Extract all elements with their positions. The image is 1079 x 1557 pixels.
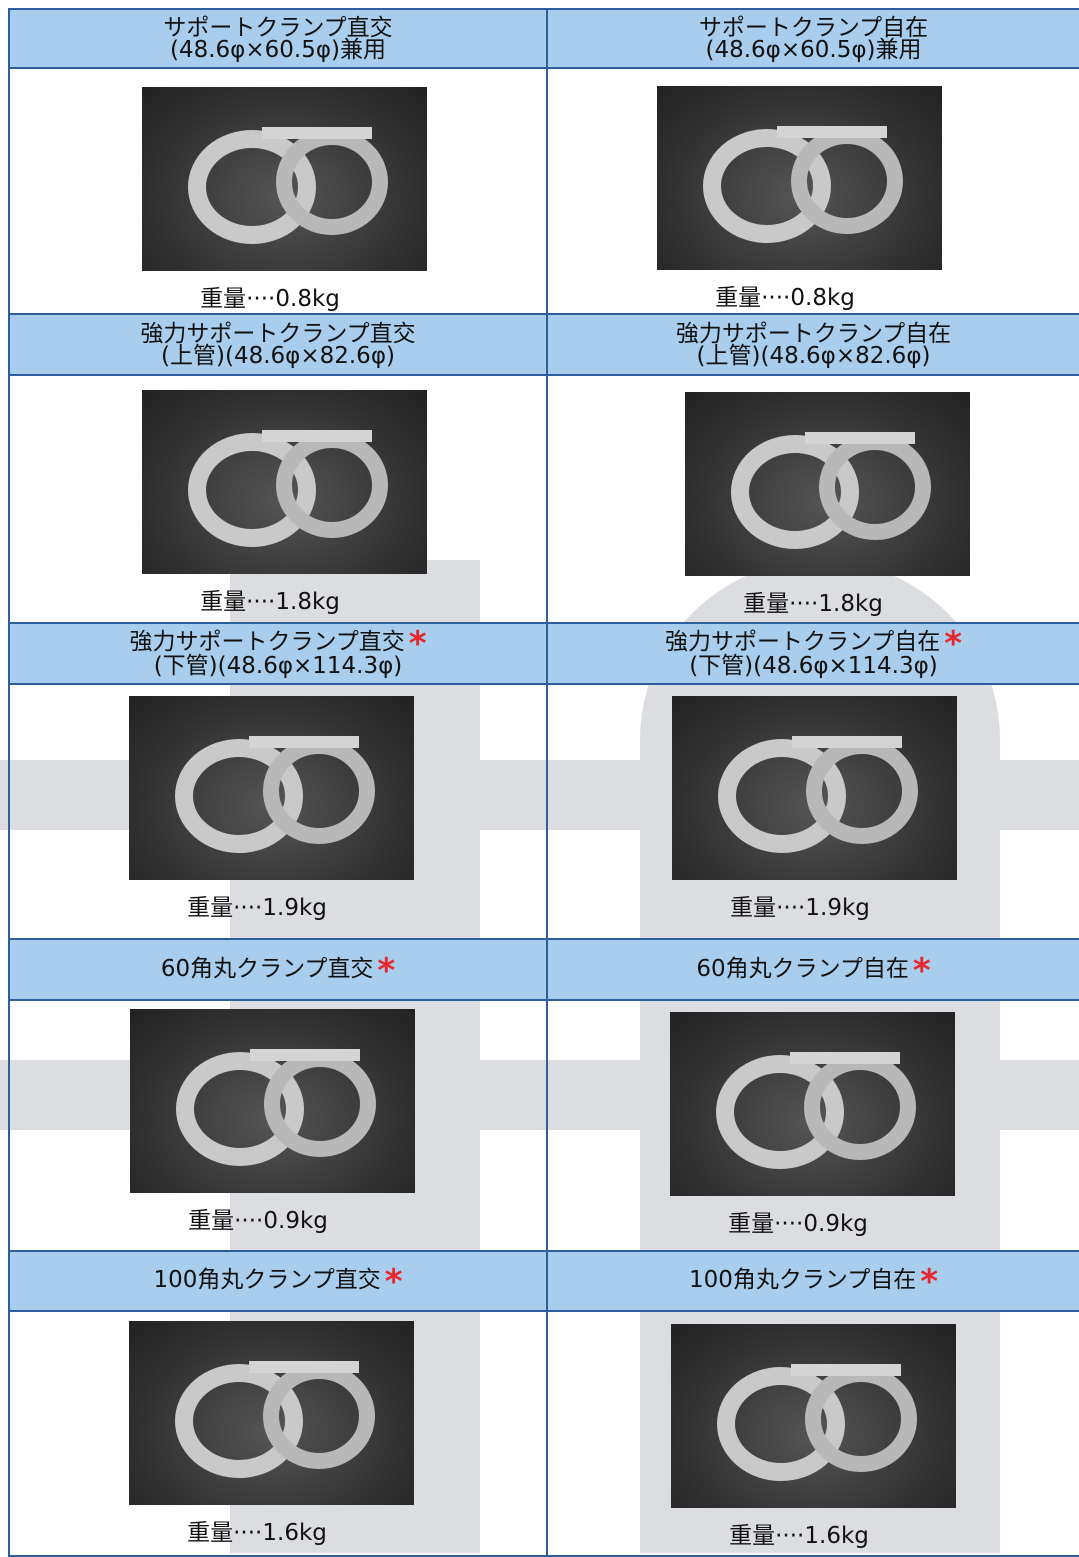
product-photo — [142, 87, 427, 271]
asterisk: * — [377, 950, 396, 991]
header-cell: 60角丸クランプ自在 * — [546, 938, 1079, 1001]
item-title: 100角丸クランプ直交 * — [153, 1262, 403, 1302]
clamp-sketch — [716, 1052, 916, 1169]
product-photo — [685, 392, 970, 576]
header-cell: サポートクランプ自在 (48.6φ×60.5φ)兼用 — [546, 8, 1079, 69]
clamp-sketch — [703, 126, 903, 243]
weight-label: 重量····1.9kg — [730, 895, 870, 921]
clamp-sketch — [718, 736, 918, 853]
item-title: 強力サポートクランプ直交 * — [129, 623, 427, 664]
item-title: 強力サポートクランプ直交 — [140, 320, 416, 347]
asterisk: * — [920, 1262, 938, 1302]
item-title: (上管)(48.6φ×82.6φ) — [696, 342, 931, 369]
header-cell: 強力サポートクランプ直交 * (下管)(48.6φ×114.3φ) — [8, 622, 548, 685]
weight-label: 重量····1.9kg — [187, 895, 327, 921]
item-title: サポートクランプ自在 — [698, 14, 929, 41]
item-title: (48.6φ×60.5φ)兼用 — [705, 36, 922, 63]
product-photo — [672, 696, 957, 880]
clamp-sketch — [188, 127, 388, 244]
item-title: 強力サポートクランプ自在 — [675, 320, 952, 347]
clamp-sketch — [717, 1364, 917, 1481]
weight-label: 重量····0.9kg — [728, 1211, 868, 1237]
product-photo — [671, 1324, 956, 1508]
item-title: 強力サポートクランプ自在 * — [664, 623, 963, 664]
clamp-sketch — [731, 432, 931, 549]
header-cell: 100角丸クランプ自在 * — [546, 1250, 1079, 1312]
asterisk: * — [384, 1262, 403, 1302]
asterisk: * — [944, 623, 963, 664]
product-photo — [657, 86, 942, 270]
weight-label: 重量····1.6kg — [187, 1520, 327, 1546]
item-title: 100角丸クランプ自在 * — [689, 1262, 938, 1302]
clamp-sketch — [175, 1361, 375, 1478]
item-title: 60角丸クランプ自在 * — [696, 950, 931, 991]
header-cell: 60角丸クランプ直交 * — [8, 938, 548, 1001]
item-title: (下管)(48.6φ×114.3φ) — [153, 652, 403, 679]
header-cell: 強力サポートクランプ自在 (上管)(48.6φ×82.6φ) — [546, 313, 1079, 376]
item-title: (上管)(48.6φ×82.6φ) — [161, 342, 395, 369]
product-photo — [130, 1009, 415, 1193]
header-cell: 強力サポートクランプ直交 (上管)(48.6φ×82.6φ) — [8, 313, 548, 376]
clamp-sketch — [176, 1049, 376, 1166]
weight-label: 重量····0.9kg — [188, 1208, 328, 1234]
header-cell: 100角丸クランプ直交 * — [8, 1250, 548, 1312]
product-photo — [670, 1012, 955, 1196]
weight-label: 重量····1.8kg — [743, 591, 883, 617]
weight-label: 重量····1.6kg — [729, 1523, 869, 1549]
weight-label: 重量····0.8kg — [200, 286, 340, 312]
clamp-sketch — [188, 430, 388, 547]
weight-label: 重量····1.8kg — [200, 589, 340, 615]
product-photo — [129, 696, 414, 880]
product-photo — [142, 390, 427, 574]
item-title: 60角丸クランプ直交 * — [160, 950, 396, 991]
weight-label: 重量····0.8kg — [715, 285, 855, 311]
clamp-sketch — [175, 736, 375, 853]
header-cell: サポートクランプ直交 (48.6φ×60.5φ)兼用 — [8, 8, 548, 69]
product-photo — [129, 1321, 414, 1505]
item-title: サポートクランプ直交 — [163, 14, 393, 41]
asterisk: * — [912, 950, 931, 991]
header-cell: 強力サポートクランプ自在 * (下管)(48.6φ×114.3φ) — [546, 622, 1079, 685]
item-title: (48.6φ×60.5φ)兼用 — [170, 36, 386, 63]
item-title: (下管)(48.6φ×114.3φ) — [689, 652, 938, 679]
asterisk: * — [408, 623, 427, 664]
